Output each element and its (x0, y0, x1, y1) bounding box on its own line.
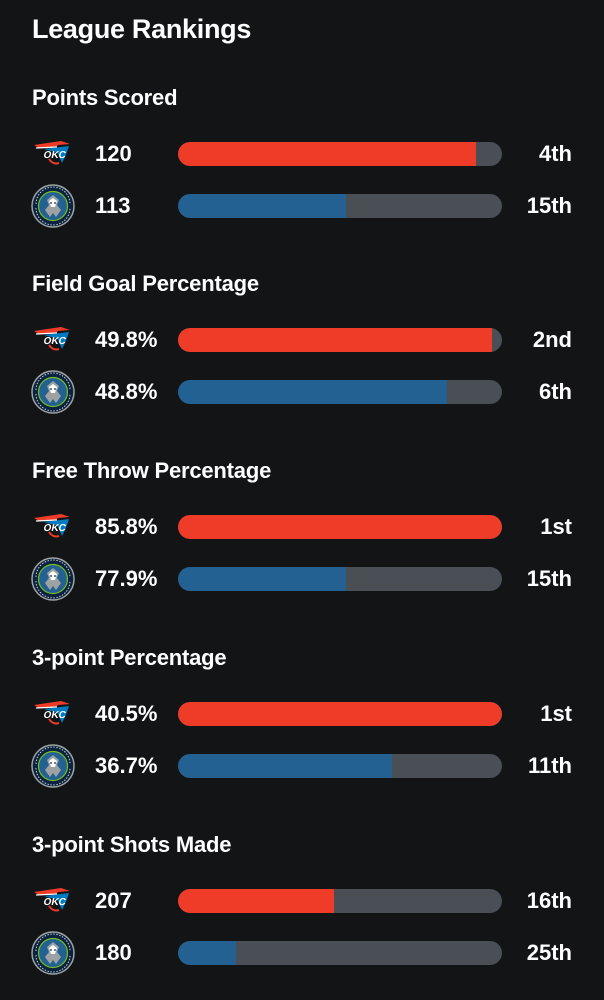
stat-value: 207 (95, 888, 132, 913)
ranking-bar-track (178, 702, 502, 726)
ranking-bar-track (178, 328, 502, 352)
okc-stat-row: OKC 85.8% 1st (0, 504, 604, 550)
section-title: Field Goal Percentage (32, 271, 259, 296)
minnesota-timberwolves-logo-icon (30, 930, 76, 976)
ranking-bar-track (178, 941, 502, 965)
section-title: 3-point Percentage (32, 645, 227, 670)
okc-thunder-logo-icon: OKC (30, 878, 76, 924)
league-rank: 15th (526, 193, 572, 218)
ranking-bar-fill (178, 702, 502, 726)
ranking-bar-track (178, 142, 502, 166)
okc-stat-row: OKC 120 4th (0, 131, 604, 177)
league-rank: 16th (526, 888, 572, 913)
okc-stat-row: OKC 49.8% 2nd (0, 317, 604, 363)
ranking-bar-fill (178, 142, 477, 166)
stat-value: 40.5% (95, 701, 158, 726)
ranking-bar-track (178, 754, 502, 778)
league-rank: 2nd (532, 327, 572, 352)
ranking-bar-fill (178, 567, 347, 591)
svg-text:OKC: OKC (42, 710, 67, 721)
min-stat-row: 180 25th (0, 930, 604, 976)
ranking-bar-track (178, 515, 502, 539)
stat-value: 77.9% (95, 566, 158, 591)
okc-thunder-logo-icon: OKC (30, 131, 76, 177)
ranking-bar-track (178, 889, 502, 913)
section-title: 3-point Shots Made (32, 832, 232, 857)
okc-thunder-logo-icon: OKC (30, 317, 76, 363)
ranking-bar-fill (178, 941, 237, 965)
okc-thunder-logo-icon: OKC (30, 691, 76, 737)
stat-value: 85.8% (95, 514, 158, 539)
stat-value: 49.8% (95, 327, 158, 352)
section-title: Points Scored (32, 85, 178, 110)
stat-value: 48.8% (95, 379, 158, 404)
ranking-bar-fill (178, 194, 347, 218)
stat-value: 120 (95, 141, 132, 166)
minnesota-timberwolves-logo-icon (30, 369, 76, 415)
okc-stat-row: OKC 40.5% 1st (0, 691, 604, 737)
ranking-bar-fill (178, 328, 493, 352)
league-rank: 4th (539, 141, 572, 166)
min-stat-row: 113 15th (0, 183, 604, 229)
league-rank: 25th (526, 940, 572, 965)
league-rank: 1st (540, 514, 572, 539)
stat-value: 113 (95, 193, 131, 218)
okc-stat-row: OKC 207 16th (0, 878, 604, 924)
minnesota-timberwolves-logo-icon (30, 743, 76, 789)
svg-text:OKC: OKC (42, 897, 67, 908)
league-rank: 6th (539, 379, 572, 404)
ranking-bar-fill (178, 889, 334, 913)
section-title: Free Throw Percentage (32, 458, 272, 483)
min-stat-row: 77.9% 15th (0, 556, 604, 602)
league-rank: 11th (527, 753, 572, 778)
ranking-bar-fill (178, 754, 392, 778)
page-title: League Rankings (32, 14, 252, 44)
svg-text:OKC: OKC (42, 523, 67, 534)
stat-value: 180 (95, 940, 132, 965)
min-stat-row: 36.7% 11th (0, 743, 604, 789)
okc-thunder-logo-icon: OKC (30, 504, 76, 550)
svg-text:OKC: OKC (42, 336, 67, 347)
ranking-bar-track (178, 380, 502, 404)
league-rank: 1st (540, 701, 572, 726)
ranking-bar-fill (178, 515, 502, 539)
minnesota-timberwolves-logo-icon (30, 183, 76, 229)
ranking-bar-fill (178, 380, 447, 404)
ranking-bar-track (178, 194, 502, 218)
ranking-bar-track (178, 567, 502, 591)
min-stat-row: 48.8% 6th (0, 369, 604, 415)
minnesota-timberwolves-logo-icon (30, 556, 76, 602)
league-rank: 15th (526, 566, 572, 591)
stat-value: 36.7% (95, 753, 158, 778)
svg-text:OKC: OKC (42, 150, 67, 161)
